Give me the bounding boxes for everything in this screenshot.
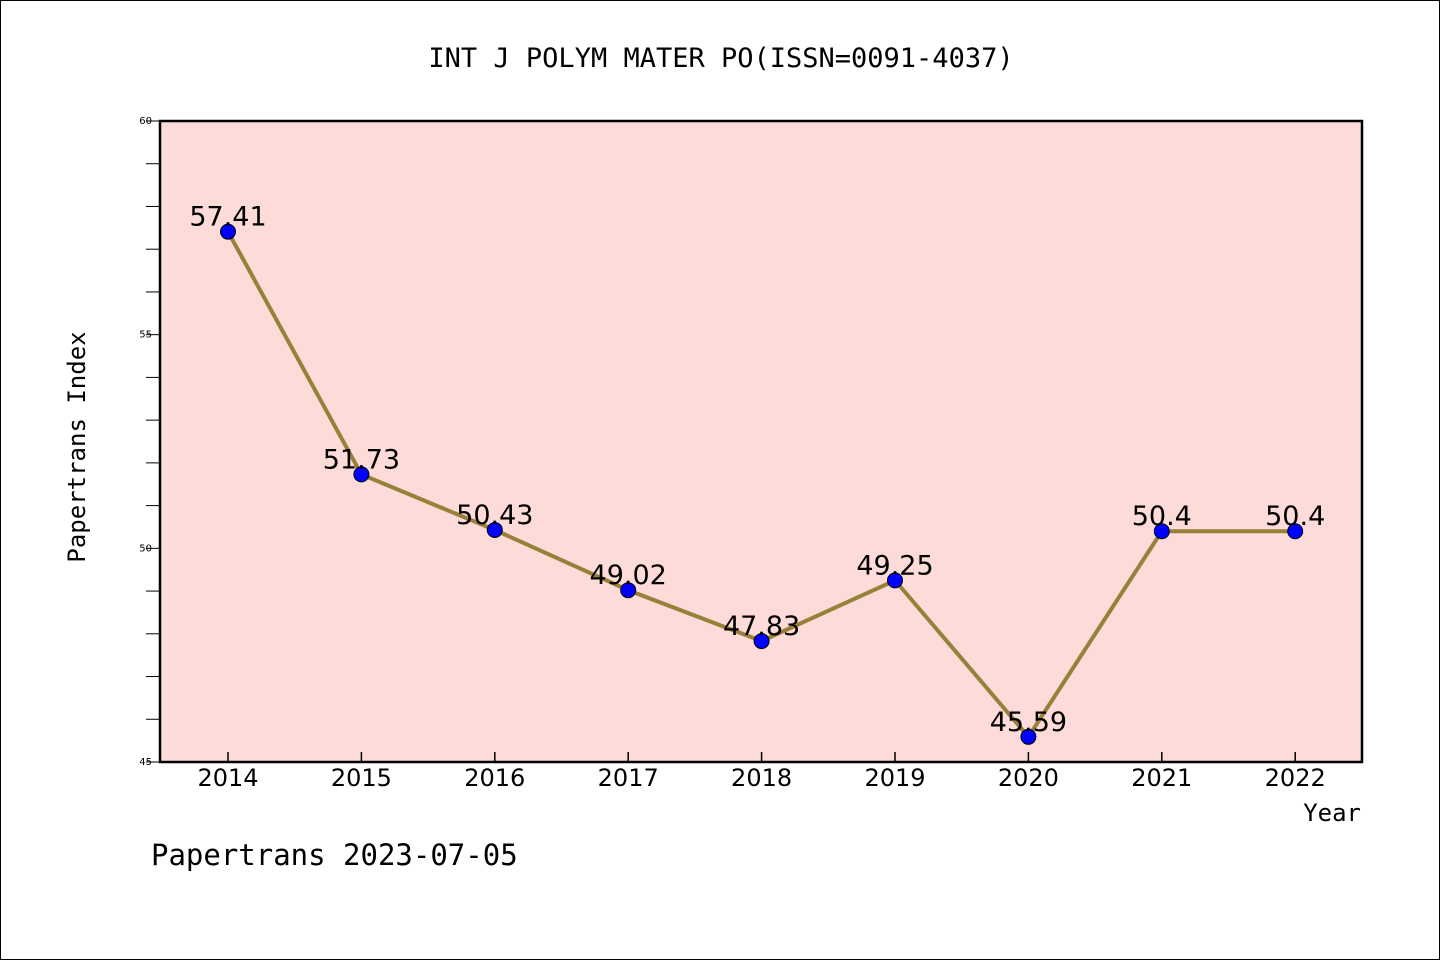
plot-area: [160, 121, 1362, 762]
y-minor-ticks: [146, 120, 1296, 763]
data-point: [220, 223, 236, 240]
x-tick-label: 2019: [864, 764, 925, 792]
data-point: [887, 572, 903, 589]
chart-title: INT J POLYM MATER PO(ISSN=0091-4037): [428, 43, 1013, 74]
x-tick-label: 2021: [1131, 764, 1192, 792]
data-point: [753, 633, 770, 650]
series-markers: [220, 223, 1304, 745]
x-tick-labels: 2014 2015 2016 2017 2018 2019 2020 2021 2022: [197, 764, 1325, 792]
data-labels: 57.41 51.73 50.43 49.02 47.83 49.25 45.59 50.4 5…: [189, 202, 1325, 738]
x-tick-label: 2022: [1265, 764, 1326, 792]
y-tick-label: 60: [139, 116, 152, 127]
x-tick-label: 2014: [197, 764, 258, 792]
x-tick-label: 2018: [731, 764, 792, 792]
data-label: 49.02: [590, 560, 667, 591]
data-label: 57.41: [189, 202, 266, 233]
data-point: [1020, 728, 1037, 745]
x-tick-label: 2020: [998, 764, 1059, 792]
data-point: [1287, 523, 1304, 540]
y-axis-label: Papertrans Index: [63, 331, 91, 562]
data-label: 50.43: [456, 500, 533, 531]
plot-frame: [158, 119, 1364, 764]
x-tick-label: 2016: [464, 764, 525, 792]
data-label: 51.73: [323, 444, 400, 475]
x-tick-label: 2015: [331, 764, 392, 792]
data-label: 50.4: [1132, 501, 1192, 532]
footer-date: Papertrans 2023-07-05: [151, 838, 518, 872]
data-label: 47.83: [723, 611, 800, 642]
data-label: 49.25: [856, 550, 933, 581]
y-tick-label: 50: [139, 543, 152, 554]
x-tick-label: 2017: [598, 764, 659, 792]
y-tick-labels: 45 50 55 60: [139, 116, 152, 768]
data-point: [486, 521, 503, 538]
data-label: 50.4: [1265, 501, 1325, 532]
data-label: 45.59: [990, 707, 1067, 738]
data-point: [1153, 523, 1170, 540]
data-point: [620, 582, 637, 599]
data-point: [353, 466, 370, 483]
x-axis-label: Year: [1303, 799, 1361, 827]
y-tick-label: 45: [139, 757, 152, 768]
y-tick-label: 55: [139, 330, 152, 341]
